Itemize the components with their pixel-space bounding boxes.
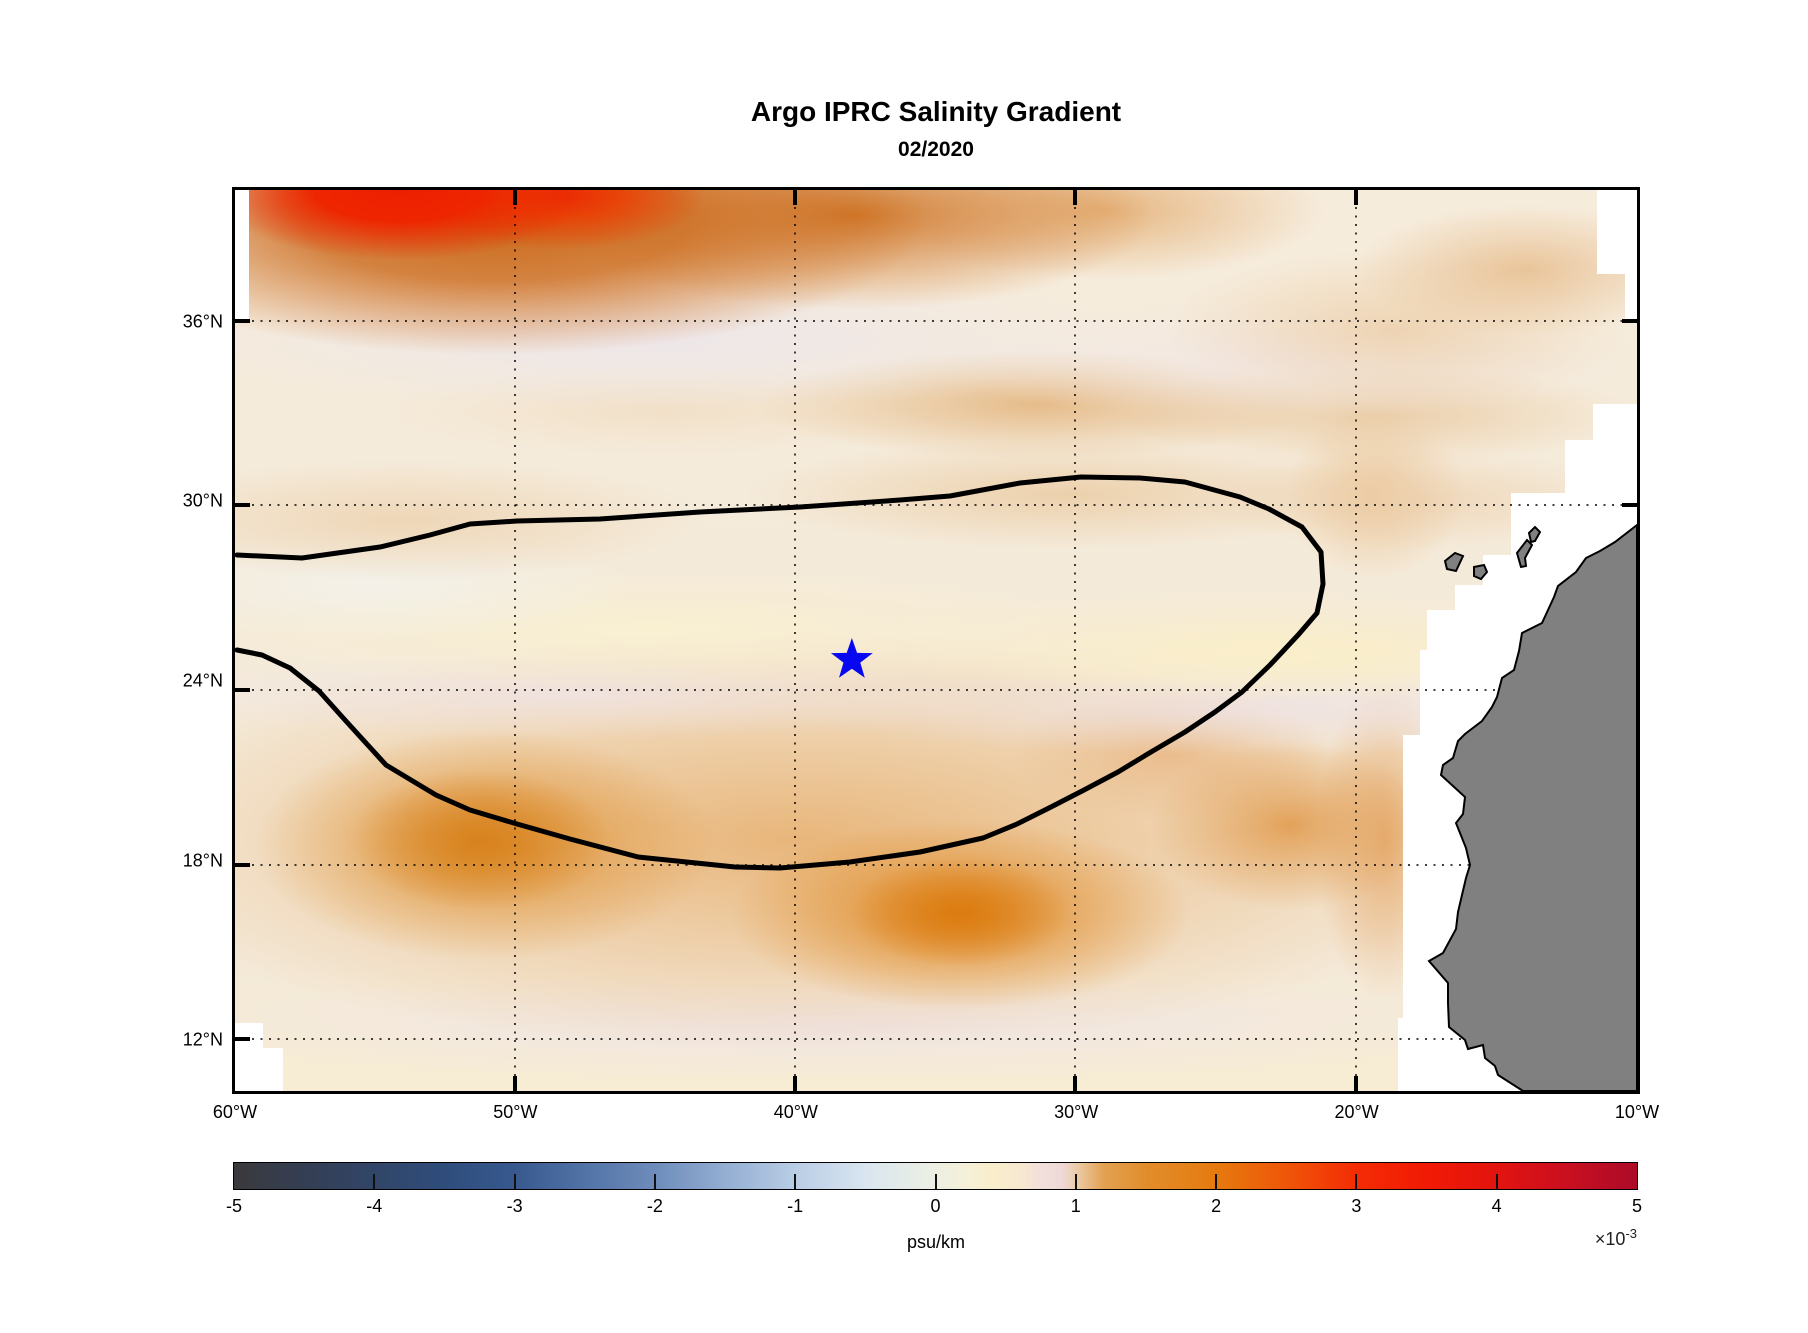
y-tick-label: 30°N [182,490,223,511]
colorbar-tick-label: -1 [787,1196,804,1216]
land-africa [1427,523,1637,1091]
colorbar-tick-mark [373,1173,376,1189]
x-tick-label: 30°W [1054,1102,1099,1122]
y-tick-label: 24°N [182,670,223,691]
colorbar-tick-label: -5 [225,1196,243,1216]
colorbar-multiplier-label: ×10-3 [1595,1226,1637,1250]
colorbar-tick-label: -2 [646,1196,663,1216]
colorbar-tick-mark [794,1173,797,1189]
axis-tick-marks [235,190,1637,1091]
island-3 [1515,538,1534,569]
x-tick-label: 40°W [773,1102,818,1122]
colorbar [233,1162,1638,1190]
island-2 [1473,563,1489,581]
colorbar-tick-label: 2 [1211,1196,1222,1216]
y-tick-label: 12°N [182,1029,223,1050]
x-tick-label: 50°W [493,1102,538,1122]
x-tick-label: 10°W [1614,1102,1660,1122]
star-marker [830,637,873,678]
y-tick-label: 36°N [182,311,223,332]
colorbar-tick-mark [653,1173,656,1189]
colorbar-tick-mark [513,1173,516,1189]
colorbar-tick-label: 0 [930,1196,941,1216]
graticule-gridlines [235,190,1637,1091]
colorbar-tick-mark [1074,1173,1077,1189]
colorbar-units-label: psu/km [906,1232,966,1252]
salinity-contour-line [235,474,1326,871]
colorbar-tick-label: 4 [1491,1196,1502,1216]
chart-subtitle: 02/2020 [898,138,974,161]
coastline-mainland [1427,523,1637,1091]
colorbar-tick-label: 3 [1351,1196,1362,1216]
masked-no-data-regions [235,190,1637,1091]
x-tick-label: 20°W [1334,1102,1379,1122]
map-axes [232,187,1640,1094]
colorbar-tick-mark [1495,1173,1498,1189]
chart-title: Argo IPRC Salinity Gradient [750,96,1122,127]
colorbar-tick-label: -4 [366,1196,383,1216]
colorbar-tick-mark [1215,1173,1218,1189]
island-1 [1443,551,1465,573]
map-overlay [235,190,1637,1091]
colorbar-tick-label: 5 [1631,1196,1643,1216]
colorbar-tick-mark [1355,1173,1358,1189]
colorbar-tick-label: -3 [506,1196,523,1216]
y-tick-label: 18°N [182,850,223,870]
multiplier-exponent: -3 [1625,1226,1637,1241]
multiplier-base: ×10 [1594,1229,1626,1249]
colorbar-tick-label: 1 [1070,1196,1081,1216]
x-tick-label: 60°W [212,1102,258,1122]
island-4 [1527,525,1542,544]
colorbar-tick-mark [934,1173,937,1189]
